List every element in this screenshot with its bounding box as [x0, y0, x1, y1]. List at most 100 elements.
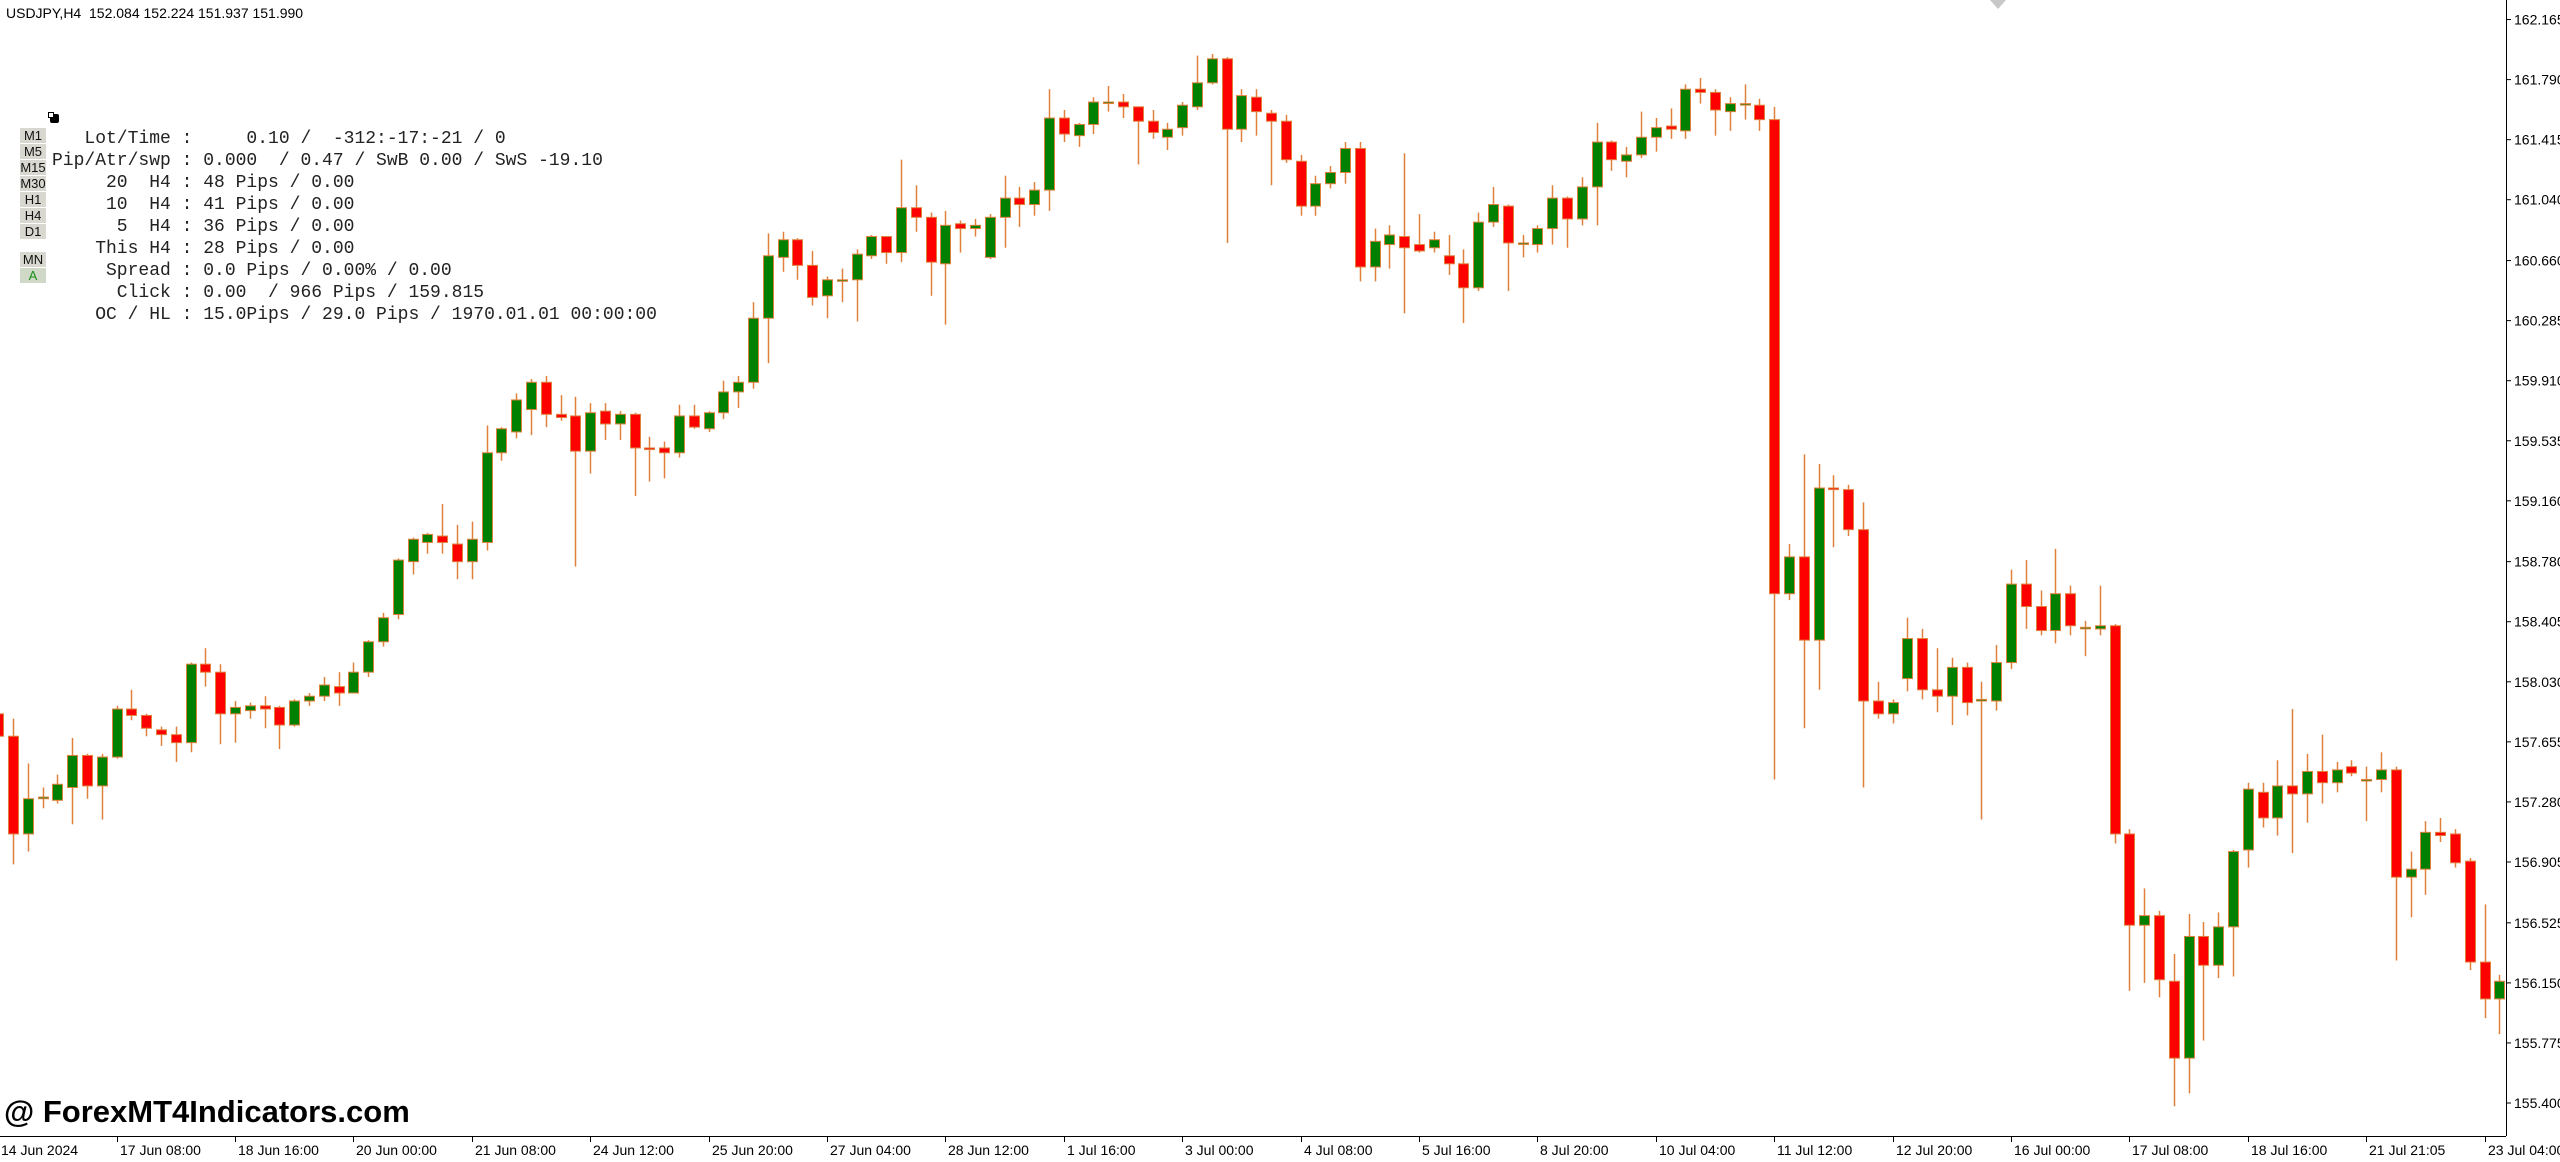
- chart-shift-marker-icon[interactable]: [1990, 0, 2006, 9]
- bear-candle-body: [1503, 205, 1514, 244]
- candle: [1666, 108, 1677, 139]
- bull-candle-body: [1488, 204, 1499, 223]
- candle: [1444, 234, 1455, 275]
- timeframe-button-m30[interactable]: M30: [20, 176, 46, 191]
- bull-candle-body: [1192, 82, 1203, 108]
- timeframe-button-a[interactable]: A: [20, 268, 46, 283]
- candle: [970, 218, 981, 237]
- bear-candle-body: [2036, 606, 2047, 632]
- candle: [496, 427, 507, 461]
- candle: [2124, 829, 2135, 991]
- candle: [556, 395, 567, 421]
- candle: [1991, 644, 2002, 711]
- candle: [837, 268, 848, 303]
- price-tick-label: 161.040: [2514, 192, 2560, 208]
- bull-candle-body: [1532, 228, 1543, 246]
- bull-candle-body: [1725, 103, 1736, 113]
- timeframe-button-h4[interactable]: H4: [20, 208, 46, 223]
- candle: [38, 787, 49, 809]
- candle: [1680, 84, 1691, 139]
- bear-candle-body: [2198, 935, 2209, 966]
- price-tick-label: 162.165: [2514, 12, 2560, 28]
- candle: [467, 521, 478, 580]
- bear-candle-body: [156, 729, 167, 736]
- time-tick-label: 17 Jun 08:00: [120, 1142, 201, 1158]
- bear-candle-body: [82, 754, 93, 787]
- bear-candle-body: [1843, 489, 1854, 531]
- bear-candle-body: [1296, 160, 1307, 207]
- candle: [1592, 122, 1603, 226]
- time-tick-label: 20 Jun 00:00: [356, 1142, 437, 1158]
- candle: [1740, 84, 1751, 120]
- bull-candle-body: [2494, 980, 2505, 1000]
- bear-candle-body: [600, 410, 611, 425]
- bear-candle-body: [1266, 112, 1277, 122]
- candle: [1266, 110, 1277, 186]
- timeframe-button-m1[interactable]: M1: [20, 128, 46, 143]
- bear-candle-body: [1399, 236, 1410, 249]
- bull-candle-body: [467, 538, 478, 563]
- candle: [630, 412, 641, 497]
- candle: [1059, 110, 1070, 143]
- bull-candle-body: [363, 641, 374, 673]
- timeframe-button-m15[interactable]: M15: [20, 160, 46, 175]
- candle: [2065, 585, 2076, 636]
- candle: [1458, 249, 1469, 324]
- candle: [1177, 102, 1188, 136]
- bull-candle-body: [304, 695, 315, 702]
- candle: [2036, 590, 2047, 636]
- candle: [852, 249, 863, 322]
- bear-candle-body: [2346, 766, 2357, 774]
- bull-candle-body: [674, 415, 685, 454]
- bull-candle-body: [970, 224, 981, 230]
- candle: [1162, 122, 1173, 151]
- bear-candle-body: [1962, 666, 1973, 704]
- candle: [1384, 225, 1395, 269]
- candle: [674, 404, 685, 458]
- candle: [260, 696, 271, 729]
- time-tick-label: 8 Jul 20:00: [1540, 1142, 1609, 1158]
- candle: [1858, 502, 1869, 788]
- candle: [763, 233, 774, 364]
- panel-move-handle-icon[interactable]: [48, 112, 59, 123]
- bear-candle-body: [1828, 487, 1839, 491]
- time-axis[interactable]: 14 Jun 2024 17 Jun 08:00 18 Jun 16:00 20 Ju…: [0, 1136, 2560, 1158]
- bull-candle-body: [940, 224, 951, 265]
- timeframe-button-d1[interactable]: D1: [20, 224, 46, 239]
- bull-candle-body: [733, 381, 744, 393]
- bull-candle-body: [2272, 785, 2283, 819]
- price-axis[interactable]: 162.165 161.790 161.415 161.040 160.660 160.2…: [2506, 12, 2560, 1111]
- timeframe-button-m5[interactable]: M5: [20, 144, 46, 159]
- candle: [881, 236, 892, 264]
- candle: [600, 403, 611, 440]
- timeframe-button-mn[interactable]: MN: [20, 252, 46, 267]
- bull-candle-body: [97, 756, 108, 787]
- candle: [1873, 681, 1884, 719]
- bull-candle-body: [2050, 593, 2061, 632]
- bear-candle-body: [1281, 120, 1292, 161]
- candle: [2080, 620, 2091, 657]
- candle: [1532, 225, 1543, 253]
- candle: [955, 220, 966, 253]
- candle: [378, 612, 389, 647]
- bear-candle-body: [215, 671, 226, 715]
- candle: [2406, 851, 2417, 918]
- bear-candle-body: [126, 708, 137, 716]
- bear-candle-body: [570, 415, 581, 452]
- candle: [245, 702, 256, 719]
- timeframe-button-h1[interactable]: H1: [20, 192, 46, 207]
- candle: [2317, 734, 2328, 804]
- time-tick-label: 10 Jul 04:00: [1659, 1142, 1735, 1158]
- bear-candle-body: [2450, 833, 2461, 864]
- bull-candle-body: [52, 783, 63, 801]
- info-line: Pip/Atr/swp : 0.000 / 0.47 / SwB 0.00 / …: [52, 151, 603, 171]
- candle: [1784, 544, 1795, 601]
- bull-candle-body: [1000, 197, 1011, 218]
- bull-candle-body: [2139, 915, 2150, 926]
- bull-candle-body: [1384, 234, 1395, 246]
- bull-candle-body: [1680, 88, 1691, 132]
- bull-candle-body: [822, 279, 833, 297]
- bear-candle-body: [1355, 147, 1366, 268]
- candle: [67, 737, 78, 825]
